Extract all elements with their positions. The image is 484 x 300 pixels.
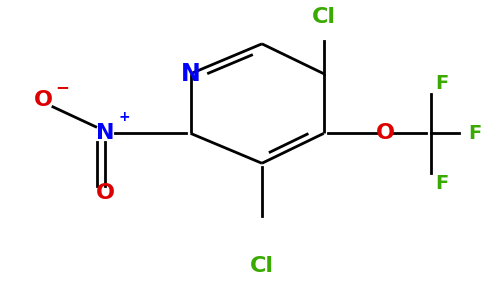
Text: F: F bbox=[435, 174, 449, 193]
Text: +: + bbox=[119, 110, 130, 124]
Text: O: O bbox=[34, 90, 53, 110]
Text: Cl: Cl bbox=[250, 256, 274, 276]
Text: O: O bbox=[376, 123, 395, 143]
Text: −: − bbox=[56, 78, 69, 96]
Text: F: F bbox=[469, 124, 482, 143]
Text: O: O bbox=[96, 183, 115, 203]
Text: N: N bbox=[181, 62, 200, 86]
Text: N: N bbox=[96, 123, 114, 143]
Text: F: F bbox=[435, 74, 449, 93]
Text: Cl: Cl bbox=[312, 7, 336, 27]
